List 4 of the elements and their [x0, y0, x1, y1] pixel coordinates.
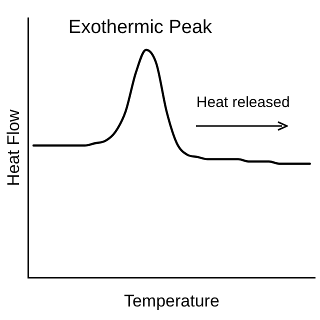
chart-title: Exothermic Peak	[68, 17, 213, 38]
x-axis-title: Temperature	[124, 291, 220, 310]
y-axis-title: Heat Flow	[4, 108, 23, 186]
annotation: Heat released	[196, 94, 290, 112]
